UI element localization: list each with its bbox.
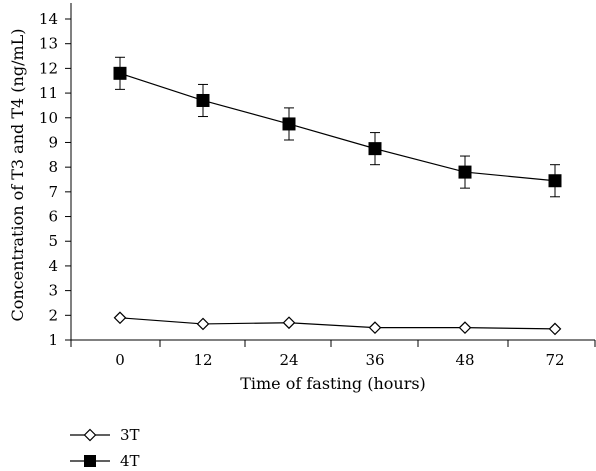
y-tick-label: 3: [48, 282, 58, 300]
y-tick-label: 12: [39, 59, 58, 77]
data-point-4T: [548, 174, 562, 188]
legend-item-4T: 4T: [70, 452, 140, 470]
y-tick-label: 1: [48, 331, 58, 349]
x-tick-label: 24: [279, 351, 298, 369]
legend-item-3T: 3T: [70, 426, 140, 444]
y-axis-title: Concentration of T3 and T4 (ng/mL): [8, 28, 27, 321]
y-tick-label: 7: [48, 183, 58, 201]
x-axis-title: Time of fasting (hours): [240, 374, 426, 393]
legend-label: 3T: [120, 426, 140, 444]
y-tick-label: 11: [39, 84, 58, 102]
x-tick-label: 36: [365, 351, 384, 369]
data-point-3T: [196, 317, 210, 331]
y-tick-label: 2: [48, 306, 58, 324]
legend-label: 4T: [120, 452, 140, 470]
data-point-4T: [458, 165, 472, 179]
legend-marker: [84, 455, 96, 467]
data-point-3T: [282, 316, 296, 330]
data-point-3T: [368, 321, 382, 335]
y-tick-label: 9: [48, 133, 58, 151]
y-tick-label: 14: [39, 10, 58, 28]
x-tick-label: 12: [193, 351, 212, 369]
data-point-4T: [368, 142, 382, 156]
series-layer: [113, 56, 562, 336]
series-4T: [113, 56, 562, 198]
data-point-4T: [282, 117, 296, 131]
data-point-4T: [196, 93, 210, 107]
series-3T: [113, 311, 562, 336]
data-point-3T: [458, 321, 472, 335]
y-tick-label: 8: [48, 158, 58, 176]
y-tick-label: 5: [48, 232, 58, 250]
y-tick-label: 6: [48, 208, 58, 226]
y-tick-label: 10: [39, 109, 58, 127]
y-tick-label: 4: [48, 257, 58, 275]
legend-marker: [83, 428, 97, 442]
x-tick-label: 48: [455, 351, 474, 369]
x-tick-label: 0: [115, 351, 125, 369]
y-tick-label: 13: [39, 35, 58, 53]
data-point-4T: [113, 66, 127, 80]
series-line-3T: [119, 317, 556, 330]
data-point-3T: [548, 322, 562, 336]
data-point-3T: [113, 311, 127, 325]
x-tick-label: 72: [545, 351, 564, 369]
series-line-4T: [119, 72, 556, 182]
